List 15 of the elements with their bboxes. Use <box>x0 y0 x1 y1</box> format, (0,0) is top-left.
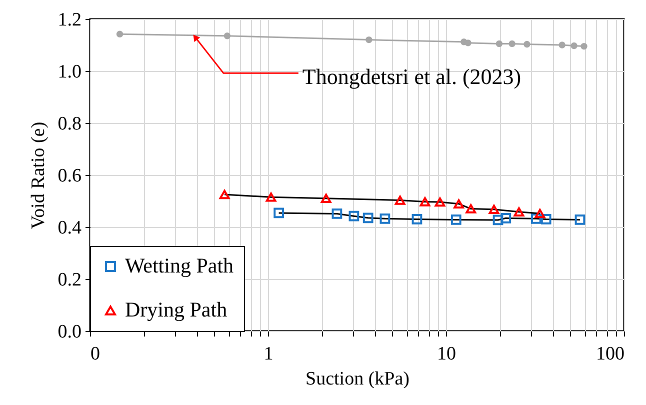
legend-label: Drying Path <box>125 298 228 322</box>
y-axis-title: Void Ratio (e) <box>28 122 49 230</box>
y-tick-label: 0.2 <box>58 270 82 290</box>
y-tick-label: 1.0 <box>58 62 82 82</box>
y-tick-label: 0.6 <box>58 166 82 186</box>
x-tick-label: 100 <box>596 344 624 364</box>
x-tick-label: 1 <box>264 344 274 364</box>
y-tick-label: 0.0 <box>58 322 82 342</box>
x-tick-label: 10 <box>437 344 456 364</box>
y-tick-label: 1.2 <box>58 10 82 30</box>
y-tick-label: 0.8 <box>58 114 82 134</box>
x-tick-label: 0 <box>90 344 100 364</box>
annotation: Thongdetsri et al. (2023) <box>302 64 522 90</box>
y-tick-label: 0.4 <box>58 218 82 238</box>
legend-label: Wetting Path <box>125 254 234 278</box>
